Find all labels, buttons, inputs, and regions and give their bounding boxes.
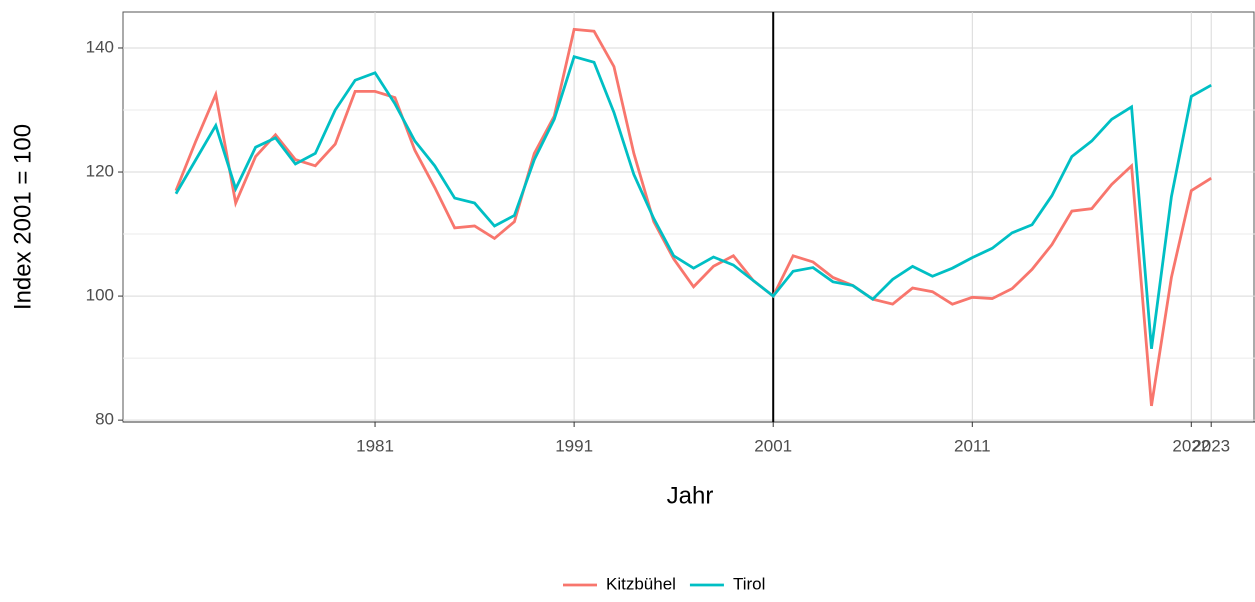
y-tick-label: 80 bbox=[95, 410, 114, 429]
y-tick-label: 100 bbox=[86, 286, 114, 305]
x-tick-label: 2022 bbox=[1172, 436, 1210, 455]
series-line bbox=[174, 27, 1212, 407]
series-line bbox=[174, 54, 1212, 349]
x-axis-label: Jahr bbox=[667, 482, 714, 509]
x-tick-label: 2023 bbox=[1192, 436, 1230, 455]
legend-label: Tirol bbox=[733, 574, 765, 593]
x-tick-label: 1981 bbox=[356, 436, 394, 455]
y-axis-label: Index 2001 = 100 bbox=[9, 124, 36, 310]
x-tick-label: 2001 bbox=[754, 436, 792, 455]
x-tick-label: 2011 bbox=[954, 436, 991, 455]
x-tick-label: 1991 bbox=[555, 436, 593, 455]
y-tick-label: 140 bbox=[86, 37, 114, 56]
y-tick-label: 120 bbox=[86, 162, 114, 181]
legend-label: Kitzbühel bbox=[606, 574, 676, 593]
panel bbox=[122, 11, 1255, 423]
